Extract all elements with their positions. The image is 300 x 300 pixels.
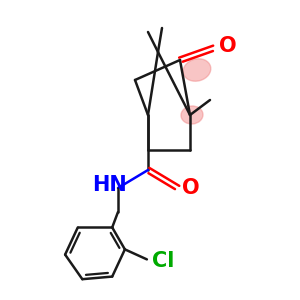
Ellipse shape [183, 59, 211, 81]
Text: O: O [219, 36, 237, 56]
Text: O: O [182, 178, 200, 198]
Ellipse shape [181, 106, 203, 124]
Text: Cl: Cl [152, 251, 174, 272]
Text: HN: HN [93, 175, 128, 195]
